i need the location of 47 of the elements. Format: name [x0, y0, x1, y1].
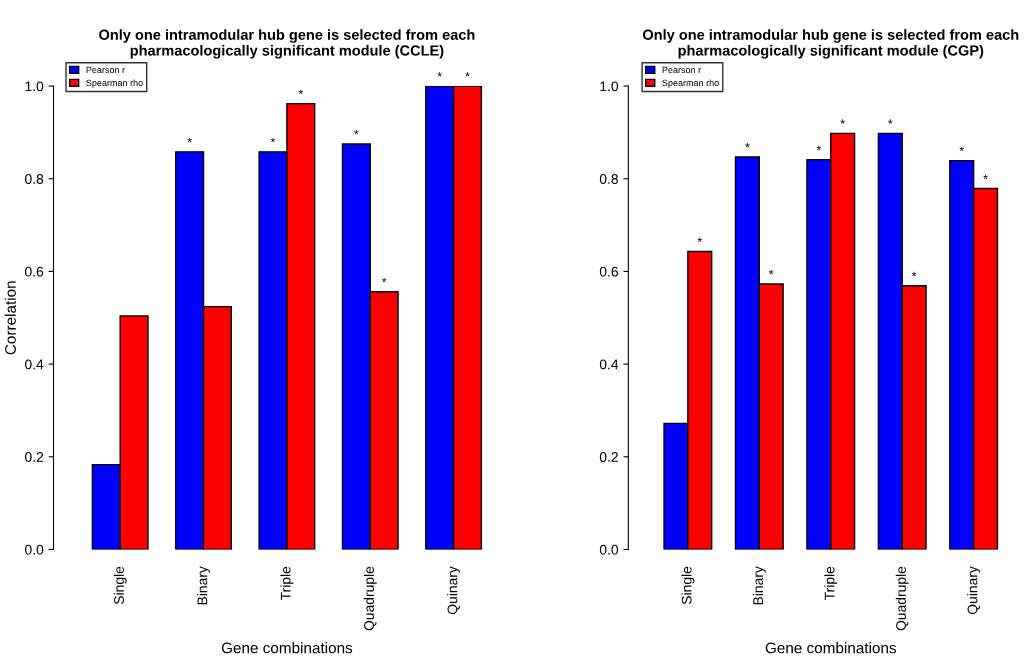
y-tick-label: 0.4 [599, 359, 619, 370]
y-tick-label: 0.6 [25, 266, 44, 277]
y-tick-label: 0.2 [599, 452, 618, 462]
x-tick-label: Binary [752, 566, 766, 605]
data-label: * [187, 137, 192, 143]
legend-label: Spearman rho [662, 79, 719, 88]
data-label: * [745, 142, 750, 148]
legend-label: Pearson r [86, 66, 125, 74]
data-label: * [983, 174, 988, 179]
y-tick-label: 0.8 [599, 174, 619, 184]
y-tick-label: 0.6 [599, 266, 618, 277]
x-tick-label: Single [113, 566, 127, 605]
y-tick-label: 0.0 [25, 544, 44, 555]
y-axis-title: Correlation [4, 281, 16, 355]
data-label: * [888, 119, 893, 124]
x-axis-title: Gene combinations [221, 642, 353, 654]
y-tick-label: 0.0 [599, 544, 619, 555]
data-label: * [381, 277, 387, 283]
data-label: * [465, 72, 470, 77]
x-tick-label: Quinary [967, 566, 981, 615]
x-tick-label: Single [681, 566, 695, 605]
x-tick-label: Triple [280, 566, 294, 601]
x-tick-label: Quadruple [363, 566, 377, 631]
y-tick-label: 0.8 [25, 174, 44, 184]
data-label: * [354, 130, 359, 135]
legend-label: Spearman rho [86, 79, 143, 88]
y-tick-label: 1.0 [25, 81, 44, 92]
data-label: * [697, 237, 703, 242]
x-tick-label: Quadruple [895, 566, 909, 631]
x-tick-label: Binary [197, 566, 211, 605]
y-tick-label: 0.2 [25, 452, 44, 462]
data-label: * [840, 119, 845, 124]
data-label: * [959, 146, 964, 152]
legend-label: Pearson r [662, 66, 701, 74]
x-tick-label: Triple [824, 566, 838, 601]
chart-title: Only one intramodular hub gene is selected from each pharmacologically significant module (CCLE) [99, 29, 475, 59]
y-tick-label: 0.4 [25, 359, 44, 370]
data-label: * [816, 145, 822, 151]
chart-title: Only one intramodular hub gene is selected from each pharmacologically significant module (CGP) [642, 29, 1019, 59]
data-label: * [768, 269, 774, 275]
data-label: * [911, 271, 917, 277]
data-label: * [437, 72, 442, 77]
x-axis-title: Gene combinations [765, 642, 897, 654]
data-label: * [270, 137, 276, 143]
x-tick-label: Quinary [447, 566, 461, 615]
data-label: * [298, 89, 304, 95]
y-tick-label: 1.0 [600, 81, 619, 92]
